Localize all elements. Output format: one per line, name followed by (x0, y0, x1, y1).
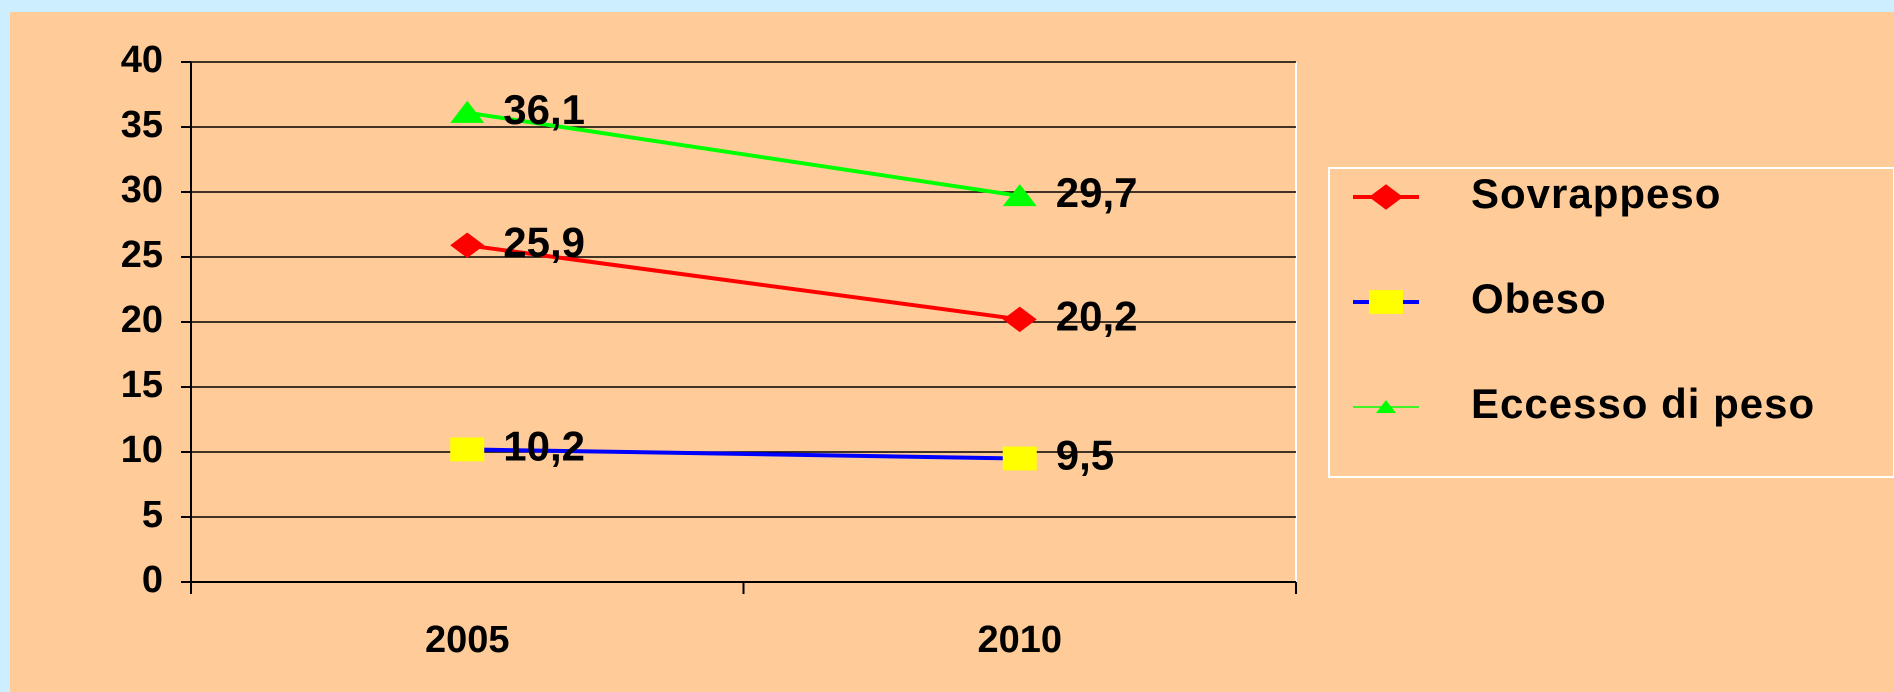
marker (1002, 184, 1037, 207)
marker (450, 100, 485, 123)
marker (1369, 290, 1403, 314)
legend-label: Obeso (1471, 275, 1607, 322)
marker (1002, 306, 1037, 333)
y-tick-label: 0 (142, 559, 163, 601)
marker (450, 437, 485, 462)
chart-background (10, 12, 1894, 692)
marker (1369, 184, 1403, 210)
y-tick-label: 10 (121, 429, 163, 471)
legend-box (1328, 167, 1894, 478)
marker (1376, 400, 1396, 413)
x-tick-label: 2010 (977, 619, 1062, 661)
y-tick-label: 25 (121, 234, 163, 276)
y-tick-label: 5 (142, 494, 163, 536)
y-tick-label: 15 (121, 364, 163, 406)
marker (1002, 446, 1037, 471)
data-label: 20,2 (1056, 292, 1138, 339)
data-label: 25,9 (503, 218, 585, 265)
series-line (466, 110, 1021, 198)
data-label: 10,2 (503, 422, 585, 469)
x-tick-label: 2005 (425, 619, 510, 661)
series-line (467, 447, 1020, 461)
data-label: 29,7 (1056, 169, 1138, 216)
legend-label: Sovrappeso (1471, 170, 1721, 217)
y-tick-label: 30 (121, 169, 163, 211)
legend-label: Eccesso di peso (1471, 380, 1815, 427)
marker (450, 232, 485, 259)
y-tick-label: 20 (121, 299, 163, 341)
y-tick-label: 35 (121, 104, 163, 146)
series-line (466, 243, 1021, 322)
data-label: 9,5 (1056, 432, 1114, 479)
y-tick-label: 40 (121, 39, 163, 81)
data-label: 36,1 (503, 86, 585, 133)
